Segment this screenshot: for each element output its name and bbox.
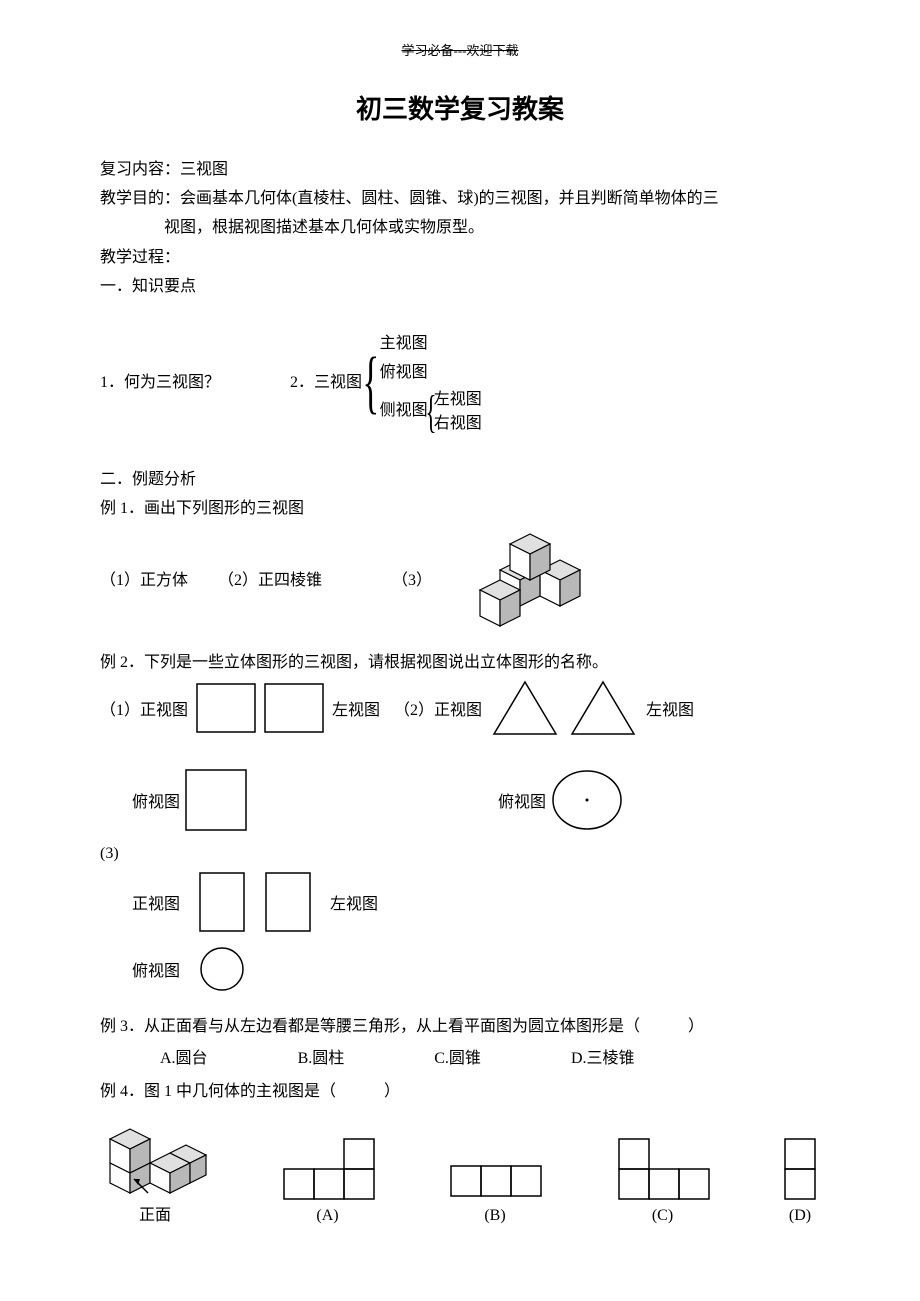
ex4-choice-a: (A)	[278, 1137, 378, 1225]
ex2-p3-label: (3)	[100, 840, 820, 867]
ex4-choice-c: (C)	[613, 1137, 713, 1225]
ex4-a-label: (A)	[316, 1207, 338, 1225]
page-title: 初三数学复习教案	[100, 89, 820, 126]
intro-line-2a: 教学目的：会画基本几何体(直棱柱、圆柱、圆锥、球)的三视图，并且判断简单物体的三	[100, 185, 820, 212]
q1-row: 1．何为三视图？ 2．三视图 { 主视图 俯视图 侧视图 { 左视图 右视图	[100, 330, 820, 436]
ex2-top-label-1: 俯视图	[132, 788, 180, 812]
q1-brace-block: 2．三视图 { 主视图 俯视图 侧视图 { 左视图 右视图	[290, 330, 482, 436]
brace-small-icon: {	[425, 391, 436, 432]
intro-line-1: 复习内容：三视图	[100, 156, 820, 183]
intro-label-2: 教学目的：	[100, 190, 180, 207]
intro-line-4: 一．知识要点	[100, 273, 820, 300]
ex4-c-label: (C)	[652, 1207, 673, 1225]
circle-dot-icon	[550, 768, 624, 832]
ex1-row: （1）正方体 （2）正四棱锥 （3）	[100, 528, 820, 628]
ex1-head: 例 1．画出下列图形的三视图	[100, 495, 820, 522]
q1-r3b: 右视图	[434, 412, 482, 436]
rect-tall-icon	[198, 871, 246, 933]
q1-r2: 俯视图	[380, 359, 482, 388]
q1-r3: 侧视图	[380, 397, 428, 426]
ex4-b-label: (B)	[484, 1207, 505, 1225]
ex2-p3-bottom: 俯视图	[132, 945, 820, 993]
ex2-left-label-2: 左视图	[646, 696, 694, 720]
ex3-d: D.三棱锥	[571, 1044, 635, 1068]
ex4-a-icon	[278, 1137, 378, 1201]
brace-icon: {	[362, 351, 379, 414]
intro-line-2b: 视图，根据视图描述基本几何体或实物原型。	[100, 214, 820, 241]
ex4-q: 例 4．图 1 中几何体的主视图是（ ）	[100, 1078, 820, 1105]
ex4-row: 正面 (A) (B)	[100, 1115, 820, 1225]
circle-icon	[198, 945, 246, 993]
triangle-icon	[568, 678, 638, 738]
ex2-p2-label: （2）正视图	[394, 696, 482, 720]
ex1-c: （3）	[392, 566, 432, 590]
page: 学习必备---欢迎下载 初三数学复习教案 复习内容：三视图 教学目的：会画基本几…	[0, 0, 920, 1265]
rect-icon	[264, 683, 324, 733]
ex4-solid-icon	[100, 1115, 210, 1195]
rect-icon	[196, 683, 256, 733]
ex2-row-1-top: （1）正视图 左视图 （2）正视图 左视图	[100, 678, 820, 738]
ex4-b-icon	[445, 1161, 545, 1201]
intro-text-1: 三视图	[180, 161, 228, 178]
ex3-c: C.圆锥	[434, 1044, 481, 1068]
q1-left: 1．何为三视图？	[100, 369, 220, 396]
ex4-front-label: 正面	[139, 1201, 171, 1225]
rect-tall-icon	[264, 871, 312, 933]
ex2-left-label: 左视图	[332, 696, 380, 720]
q1-r3-row: 侧视图 { 左视图 右视图	[380, 388, 482, 436]
cubes-3d-icon	[462, 528, 582, 628]
q1-stack: 主视图 俯视图 侧视图 { 左视图 右视图	[380, 330, 482, 436]
ex2-p3-top-lbl: 俯视图	[132, 957, 180, 981]
ex2-p3-front: 正视图	[132, 890, 180, 914]
section-2-head: 二．例题分析	[100, 466, 820, 493]
q1-r3-sub: 左视图 右视图	[434, 388, 482, 436]
square-icon	[184, 768, 248, 832]
ex2-p3-top: 正视图 左视图	[132, 871, 820, 933]
ex2-head: 例 2．下列是一些立体图形的三视图，请根据视图说出立体图形的名称。	[100, 648, 820, 672]
ex3-a: A.圆台	[160, 1044, 208, 1068]
ex4-choice-d: (D)	[780, 1137, 820, 1225]
ex4-figure: 正面	[100, 1115, 210, 1225]
ex3-q: 例 3．从正面看与从左边看都是等腰三角形，从上看平面图为圆立体图形是（ ）	[100, 1013, 820, 1040]
ex2-p3-left: 左视图	[330, 890, 378, 914]
intro-text-2a: 会画基本几何体(直棱柱、圆柱、圆锥、球)的三视图，并且判断简单物体的三	[180, 190, 719, 207]
ex4-d-icon	[780, 1137, 820, 1201]
ex4-choice-b: (B)	[445, 1161, 545, 1225]
ex3-choices: A.圆台 B.圆柱 C.圆锥 D.三棱锥	[160, 1044, 820, 1068]
ex1-b: （2）正四棱锥	[218, 566, 322, 590]
triangle-icon	[490, 678, 560, 738]
q1-r1: 主视图	[380, 330, 482, 359]
ex2-p1-label: （1）正视图	[100, 696, 188, 720]
q1-r3a: 左视图	[434, 388, 482, 412]
ex4-c-icon	[613, 1137, 713, 1201]
intro-label-1: 复习内容：	[100, 161, 180, 178]
ex2-row-1-mid: 俯视图 俯视图	[100, 768, 820, 832]
ex1-a: （1）正方体	[100, 566, 188, 590]
q1-mid-label: 2．三视图	[290, 369, 362, 396]
intro-line-3: 教学过程：	[100, 244, 820, 271]
ex2-top-label-2: 俯视图	[498, 788, 546, 812]
ex3-b: B.圆柱	[298, 1044, 345, 1068]
header-note: 学习必备---欢迎下载	[100, 40, 820, 59]
ex4-d-label: (D)	[789, 1207, 811, 1225]
